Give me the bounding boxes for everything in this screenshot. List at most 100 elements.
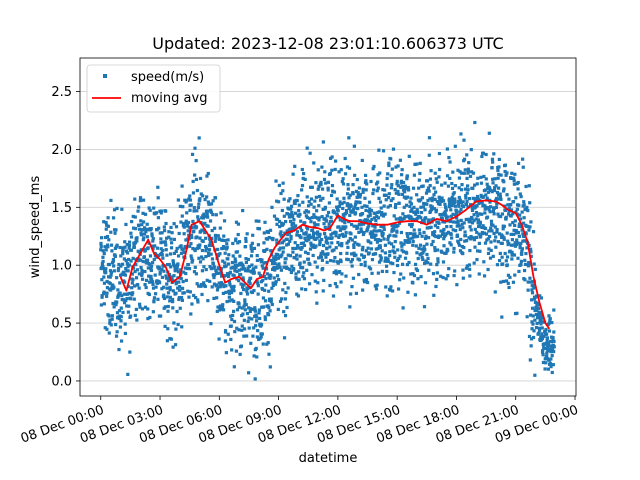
scatter-point — [389, 186, 393, 190]
scatter-point — [498, 192, 502, 196]
scatter-point — [457, 186, 461, 190]
scatter-point — [368, 213, 372, 217]
scatter-point — [276, 307, 280, 312]
scatter-point — [475, 257, 479, 262]
scatter-point — [213, 196, 218, 200]
scatter-point — [153, 292, 158, 296]
scatter-point — [285, 237, 289, 241]
scatter-point — [209, 210, 214, 214]
scatter-point — [513, 244, 518, 248]
scatter-point — [305, 239, 309, 243]
scatter-point — [199, 192, 203, 196]
scatter-point — [552, 308, 556, 312]
scatter-point — [193, 146, 197, 150]
scatter-point — [278, 299, 283, 303]
scatter-point — [137, 205, 141, 209]
scatter-point — [456, 219, 460, 223]
scatter-point — [552, 339, 556, 344]
scatter-point — [291, 246, 295, 251]
scatter-point — [328, 245, 332, 249]
scatter-point — [254, 265, 258, 269]
scatter-point — [246, 286, 250, 290]
scatter-point — [182, 250, 187, 255]
scatter-point — [226, 257, 230, 261]
scatter-point — [376, 186, 380, 190]
scatter-point — [138, 302, 142, 306]
scatter-point — [530, 291, 535, 295]
scatter-point — [214, 213, 218, 217]
scatter-point — [240, 285, 245, 289]
scatter-point — [204, 246, 209, 250]
scatter-point — [489, 240, 493, 244]
scatter-point — [387, 241, 391, 245]
scatter-point — [237, 305, 241, 309]
scatter-point — [282, 214, 286, 218]
scatter-point — [441, 231, 445, 235]
scatter-point — [195, 246, 199, 251]
scatter-point — [313, 199, 317, 203]
scatter-point — [210, 236, 214, 240]
scatter-point — [165, 282, 169, 286]
scatter-point — [146, 316, 150, 321]
scatter-point — [272, 276, 276, 280]
scatter-point — [228, 299, 232, 303]
scatter-point — [425, 242, 429, 246]
scatter-point — [197, 136, 201, 140]
scatter-point — [347, 166, 352, 170]
scatter-point — [196, 205, 201, 210]
scatter-point — [519, 194, 523, 199]
scatter-point — [280, 241, 285, 245]
scatter-point — [395, 182, 399, 186]
scatter-point — [227, 295, 231, 299]
scatter-point — [481, 195, 485, 199]
scatter-point — [249, 254, 254, 258]
scatter-point — [540, 326, 544, 330]
scatter-point — [325, 238, 329, 242]
scatter-point — [283, 281, 287, 286]
scatter-point — [321, 289, 325, 293]
scatter-point — [416, 256, 420, 261]
scatter-point — [483, 188, 488, 192]
scatter-point — [399, 179, 404, 183]
scatter-point — [100, 295, 104, 299]
scatter-point — [143, 248, 147, 252]
scatter-point — [221, 308, 226, 312]
scatter-point — [245, 334, 249, 338]
scatter-point — [480, 225, 484, 230]
scatter-point — [332, 259, 336, 263]
scatter-point — [284, 290, 288, 295]
scatter-point — [409, 224, 414, 229]
scatter-point — [491, 181, 495, 185]
scatter-point — [321, 140, 325, 144]
scatter-point — [331, 294, 336, 298]
scatter-point — [341, 213, 345, 217]
scatter-point — [486, 237, 490, 241]
scatter-point — [427, 268, 431, 272]
scatter-point — [330, 249, 334, 253]
scatter-point — [261, 278, 265, 282]
scatter-point — [173, 343, 178, 347]
scatter-point — [208, 279, 212, 283]
scatter-point — [424, 234, 428, 238]
scatter-point — [265, 247, 269, 251]
scatter-point — [351, 276, 356, 280]
scatter-point — [209, 252, 213, 256]
scatter-point — [340, 179, 344, 184]
scatter-point — [441, 220, 445, 224]
scatter-point — [191, 219, 195, 223]
scatter-point — [152, 296, 157, 300]
scatter-point — [487, 208, 491, 212]
scatter-point — [368, 219, 373, 224]
scatter-point — [159, 314, 163, 318]
scatter-point — [128, 314, 133, 318]
scatter-point — [243, 308, 247, 312]
scatter-point — [312, 213, 316, 217]
scatter-point — [470, 217, 474, 221]
scatter-point — [387, 163, 391, 168]
scatter-point — [316, 281, 320, 285]
scatter-point — [344, 210, 349, 215]
scatter-point — [456, 222, 460, 226]
scatter-point — [222, 219, 227, 223]
scatter-point — [134, 307, 138, 312]
scatter-point — [240, 324, 244, 328]
